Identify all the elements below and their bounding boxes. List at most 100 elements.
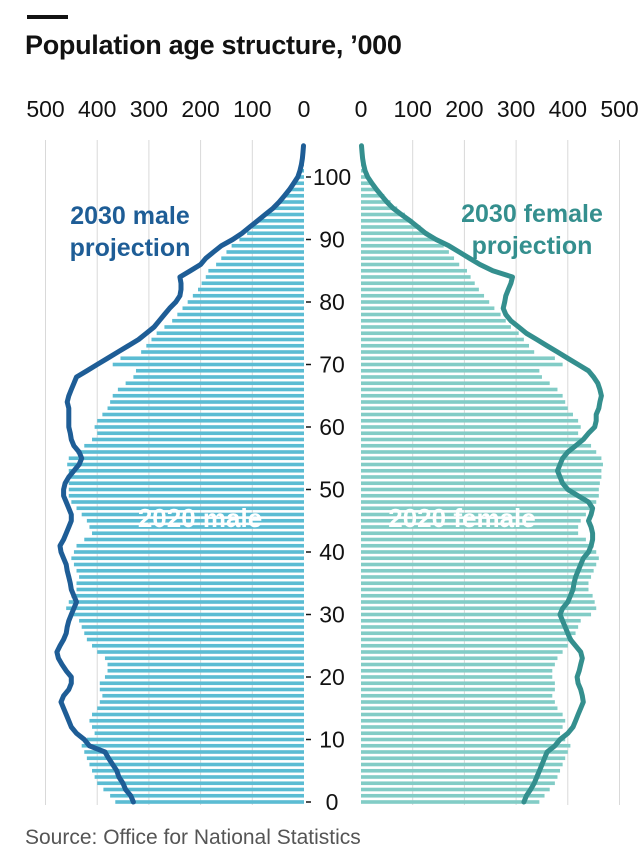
female-2020-bar [361,600,595,604]
age-tick-label: 80 [319,289,345,315]
female-2020-bar [361,331,519,336]
male-2020-bar [92,437,304,442]
female-2020-bar [361,456,602,461]
x-tick-label-female: 400 [549,96,587,122]
projection-lines [54,143,604,805]
female-2020-bar [361,481,600,486]
male-projection-label-line2: projection [70,234,191,262]
female-2020-bar [361,756,566,761]
male-2020-bar [89,718,304,723]
female-2020-bar [361,662,555,667]
female-2020-bar [361,737,566,742]
male-2020-bar [67,462,305,467]
female-2020-bar [361,318,506,323]
female-2020-bar [361,493,599,498]
male-2020-bar [97,431,304,436]
female-2020-bar [361,793,545,798]
male-2020-bar [252,225,304,229]
female-2020-bar [361,725,563,729]
female-2020-bar [361,431,579,436]
female-2020-bar [361,406,568,411]
x-axis-tick-labels: 500 400 300 200 100 0 0 100 200 300 400 500 [26,96,638,122]
female-2020-bar [361,568,594,573]
female-2020-bar [361,437,584,442]
2030-male-projection-line [54,143,306,805]
title-accent-bar [27,15,68,19]
male-2020-bar [104,675,304,679]
female-2020-bar [361,231,429,236]
x-tick-label-male: 400 [78,96,116,122]
male-2020-bar [71,500,304,504]
age-tick-label: 20 [319,664,345,690]
female-2020-bar [361,193,385,198]
female-2020-bar [361,525,579,529]
male-2020-bar [278,200,304,204]
female-projection-label-line1: 2030 female [461,200,603,228]
chart-title: Population age structure, ’000 [25,30,402,60]
male-2020-bar [89,525,304,529]
male-2020-bar [177,312,304,317]
male-2020-bar [68,475,304,479]
female-2020-bar [361,175,369,179]
male-2020-bar [99,700,304,704]
male-2020-bar [68,487,304,492]
female-2020-bar [361,181,373,186]
age-tick-label: 60 [319,414,345,440]
male-2020-bar [283,193,304,198]
female-2020-bar [361,581,589,586]
male-2020-bar [94,425,305,429]
female-2020-bar [361,256,455,261]
female-2020-bar [361,400,566,404]
female-2020-bar [361,462,603,467]
male-2020-bar [164,325,304,329]
female-2020-bar [361,687,555,692]
male-2020-bar [107,668,304,673]
female-2020-bar [361,762,563,767]
male-2020-bar [92,725,304,729]
2030-female-projection-line [359,143,604,805]
female-2020-bar [361,381,550,386]
male-2020-bar [216,262,304,267]
female-2020-bar [361,656,558,661]
x-tick-label-female: 300 [497,96,535,122]
male-2020-bar [112,393,305,398]
male-2020-bar [187,300,304,304]
male-2020-bar [192,293,304,298]
male-2020-bar [84,443,305,448]
age-tick-label: 10 [319,727,345,753]
female-2020-bar [361,412,573,417]
female-2020-bar [361,425,581,429]
male-2020-bar [288,187,304,192]
female-2020-bar [361,218,413,223]
female-2020-bar [361,643,568,648]
female-2020-bar [361,200,391,204]
male-2020-bar [81,743,304,748]
male-2020-bar [97,781,304,786]
female-2020-bar [361,487,599,492]
female-2020-bar [361,575,592,579]
male-2020-bar [92,712,304,717]
male-2020-bar [99,687,304,692]
female-2020-label: 2020 female [388,503,535,533]
female-2020-bar [361,562,597,567]
male-2020-bar [66,606,305,611]
male-2020-bar [76,581,305,586]
x-tick-label-male: 0 [298,96,311,122]
age-tick-label: 70 [319,352,345,378]
male-2020-bar [231,243,304,248]
male-2020-bar [92,643,304,648]
female-2020-bar [361,281,475,286]
male-projection-label-line1: 2030 male [70,202,190,230]
female-2020-bar [361,375,542,379]
male-2020-bar [71,593,304,598]
male-2020-label: 2020 male [138,503,262,533]
female-2020-bar [361,262,460,267]
male-2020-bar [73,550,304,554]
male-2020-bar [107,662,304,667]
female-2020-bar [361,681,555,686]
female-2020-bar [361,706,558,711]
x-tick-label-female: 500 [600,96,638,122]
female-2020-bar [361,712,563,717]
male-2020-bar [73,562,304,567]
